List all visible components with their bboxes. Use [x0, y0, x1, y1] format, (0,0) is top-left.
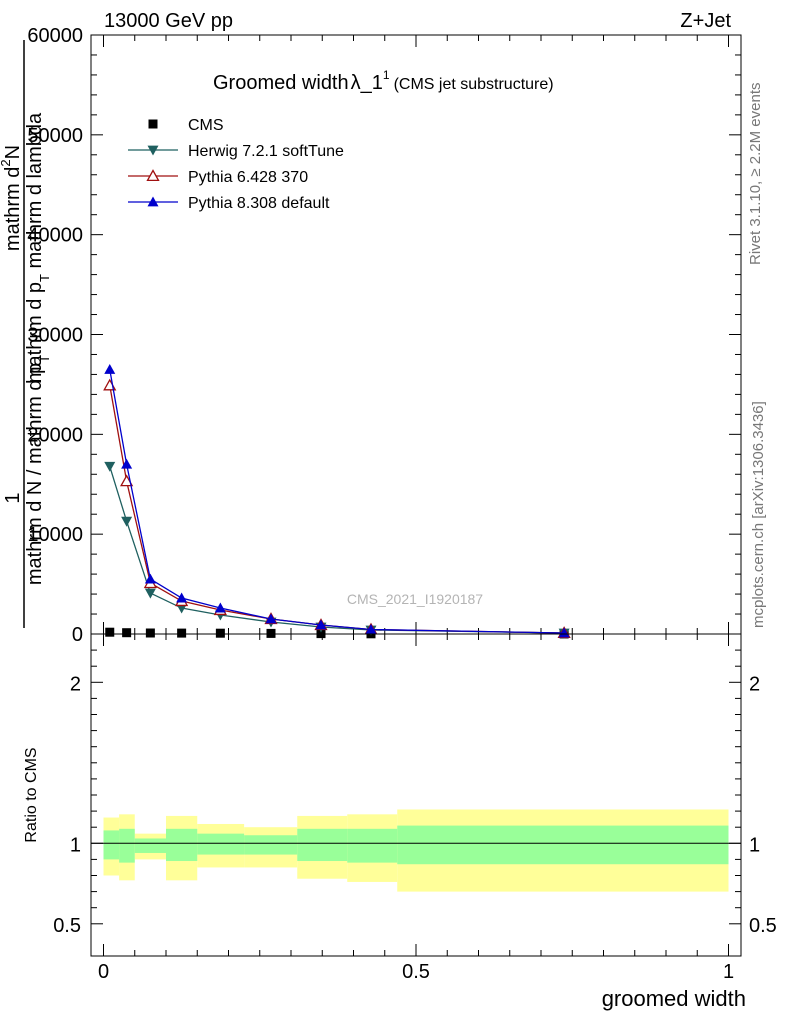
ylabel-one: 1: [2, 492, 24, 503]
ratio-band-inner: [166, 828, 198, 862]
legend-item: Pythia 6.428 370: [128, 169, 308, 186]
legend-marker: [146, 169, 160, 182]
main-panel: 0 10000 20000 30000 40000 50000 60000 Groomed …: [27, 25, 742, 646]
main-axis-ticks: 0 10000 20000 30000 40000 50000 60000: [27, 25, 741, 646]
legend-label: Pythia 8.308 default: [188, 195, 330, 212]
mcplots-label: mcplots.cern.ch [arXiv:1306.3436]: [750, 401, 767, 628]
data-point: [315, 619, 327, 630]
ratio-band-inner: [197, 833, 245, 855]
series-herwig-7-2-1-softtune: [104, 461, 570, 639]
legend-item: Pythia 8.308 default: [128, 195, 330, 212]
ratio-xtick-label: 1: [723, 961, 734, 983]
ylabel-num-dp: mathrm d p: [24, 282, 46, 383]
ratio-ytick-label: 2: [70, 673, 81, 695]
header-process-label: Z+Jet: [680, 10, 731, 32]
legend-marker: [147, 145, 159, 156]
ratio-ylabel: Ratio to CMS: [23, 747, 40, 842]
legend-label: Herwig 7.2.1 softTune: [188, 143, 344, 160]
chart-title: Groomed width λ_11 (CMS jet substructure): [213, 68, 554, 94]
series-line: [109, 466, 565, 634]
main-ytick-label: 40000: [27, 225, 83, 247]
data-point: [121, 516, 133, 527]
main-ylabel: 1 mathrm d2N mathrm d pT mathrm d lambda…: [0, 40, 52, 628]
ylabel-den-sub: T: [37, 355, 52, 363]
data-point: [122, 628, 132, 638]
series-line: [109, 369, 565, 634]
data-point: [266, 628, 276, 638]
analysis-watermark: CMS_2021_I1920187: [347, 591, 483, 607]
ratio-band-inner: [347, 828, 398, 863]
series-pythia-8-308-default: [104, 363, 570, 638]
ratio-band-inner: [297, 828, 348, 862]
chart-title-sub: (CMS jet substructure): [394, 76, 554, 93]
rivet-version-label: Rivet 3.1.10, ≥ 2.2M events: [747, 83, 764, 266]
ylabel-num-dlambda: mathrm d lambda: [24, 112, 46, 274]
ratio-ytick-label-right: 2: [749, 673, 760, 695]
data-point: [365, 624, 377, 634]
data-point: [104, 461, 116, 472]
ylabel-den: mathrm d N / mathrm d p: [24, 363, 46, 585]
main-ytick-label: 50000: [27, 125, 83, 147]
ratio-band-inner: [119, 828, 135, 863]
main-ytick-label: 20000: [27, 424, 83, 446]
ratio-band-inner: [103, 830, 120, 860]
data-point: [145, 628, 155, 638]
ratio-panel-frame: [90, 633, 742, 957]
data-point: [177, 628, 187, 638]
ratio-panel: 0.5 0.5 1 1 2 2 0 0.5 1 Ratio to CMS groomed wid…: [23, 633, 777, 1011]
legend: CMS Herwig 7.2.1 softTune Pythia 6.428 370…: [128, 117, 344, 212]
ratio-ytick-label-right: 0.5: [749, 915, 777, 937]
ylabel-numerator-dp: mathrm d pT mathrm d lambda: [24, 112, 52, 383]
data-point: [105, 627, 115, 637]
data-point: [558, 627, 570, 638]
ratio-xtick-label: 0.5: [402, 961, 430, 983]
ratio-band-inner: [244, 835, 298, 855]
data-point: [176, 603, 188, 614]
legend-label: Pythia 6.428 370: [188, 169, 308, 186]
chart-title-main: Groomed width: [213, 72, 349, 94]
ratio-xlabel: groomed width: [602, 986, 746, 1011]
ylabel-num-d: mathrm d: [2, 167, 24, 251]
series-cms: [105, 627, 569, 639]
ylabel-denominator: mathrm d N / mathrm d pT: [24, 355, 52, 585]
ylabel-num-N: N: [2, 145, 24, 159]
data-point: [214, 602, 226, 613]
ratio-axis-ticks: 0.5 0.5 1 1 2 2 0 0.5 1: [53, 634, 777, 983]
data-point: [121, 458, 133, 469]
main-ytick-label: 30000: [27, 325, 83, 347]
main-ytick-label: 60000: [27, 25, 83, 47]
main-ytick-label: 10000: [27, 524, 83, 546]
legend-label: CMS: [188, 117, 224, 134]
ylabel-num-sup: 2: [0, 159, 13, 166]
ratio-ytick-label: 0.5: [53, 915, 81, 937]
legend-marker: [148, 119, 158, 129]
chart-title-sup: 1: [383, 68, 390, 82]
ratio-ytick-label: 1: [70, 834, 81, 856]
legend-item: CMS: [148, 117, 224, 134]
chart-title-lambda: λ_1: [351, 72, 383, 94]
data-point: [215, 628, 225, 638]
series-pythia-6-428-370: [103, 378, 571, 639]
ratio-ytick-label-right: 1: [749, 834, 760, 856]
data-point: [144, 588, 156, 599]
ratio-band-inner: [397, 825, 729, 865]
legend-marker: [147, 196, 159, 207]
data-point: [104, 363, 116, 374]
data-point: [144, 573, 156, 584]
data-point: [265, 613, 277, 624]
main-ytick-label: 0: [72, 624, 83, 646]
ratio-band-inner: [134, 838, 166, 853]
ylabel-numerator-dN: mathrm d2N: [0, 145, 24, 251]
data-point: [176, 592, 188, 603]
header-energy-label: 13000 GeV pp: [104, 10, 233, 32]
legend-item: Herwig 7.2.1 softTune: [128, 143, 344, 160]
ratio-xtick-label: 0: [98, 961, 109, 983]
ylabel-num-sub: T: [37, 274, 52, 282]
